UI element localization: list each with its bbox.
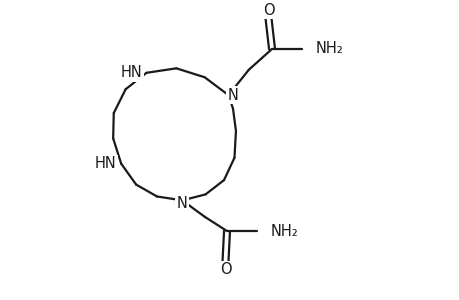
Text: HN: HN	[95, 156, 117, 171]
Text: NH₂: NH₂	[314, 41, 342, 56]
Text: N: N	[177, 196, 187, 211]
Text: HN: HN	[120, 65, 142, 80]
Text: O: O	[219, 262, 231, 277]
Text: O: O	[262, 3, 274, 18]
Text: N: N	[227, 88, 238, 103]
Text: NH₂: NH₂	[269, 224, 297, 238]
